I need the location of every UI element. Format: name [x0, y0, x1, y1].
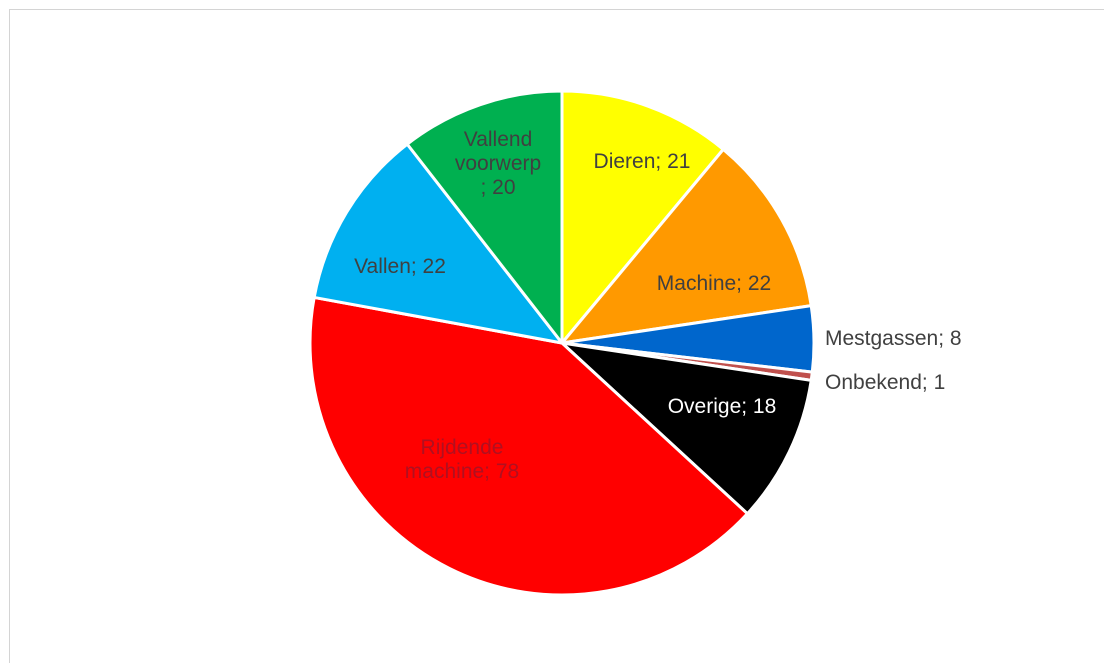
pie-slice-vallend-voorwerp	[405, 89, 564, 345]
pie-slice-machine	[560, 147, 813, 345]
pie-label-mestgassen: Mestgassen; 8	[825, 327, 962, 350]
pie-label-machine: Machine; 22	[657, 272, 771, 295]
pie-label-onbekend: Onbekend; 1	[825, 371, 945, 394]
pie-label-rijdende-machine: Rijdende machine; 78	[405, 436, 519, 483]
pie-label-vallend-voorwerp: Vallend voorwerp; 20	[455, 128, 541, 199]
pie-slice-overige	[560, 341, 813, 516]
pie-slice-dieren	[560, 89, 725, 345]
pie-chart: Dieren; 21 Machine; 22 Mestgassen; 8 Onbeke…	[308, 89, 962, 597]
pie-slice-rijdende-machine	[308, 295, 749, 597]
pie-slices	[308, 89, 816, 597]
pie-labels: Dieren; 21 Machine; 22 Mestgassen; 8 Onbeke…	[354, 128, 962, 483]
chart-frame: Dieren; 21 Machine; 22 Mestgassen; 8 Onbeke…	[9, 9, 1104, 663]
pie-label-dieren: Dieren; 21	[594, 150, 691, 173]
pie-slice-vallen	[312, 142, 564, 345]
pie-label-overige: Overige; 18	[668, 395, 777, 418]
pie-label-vallen: Vallen; 22	[354, 255, 446, 278]
